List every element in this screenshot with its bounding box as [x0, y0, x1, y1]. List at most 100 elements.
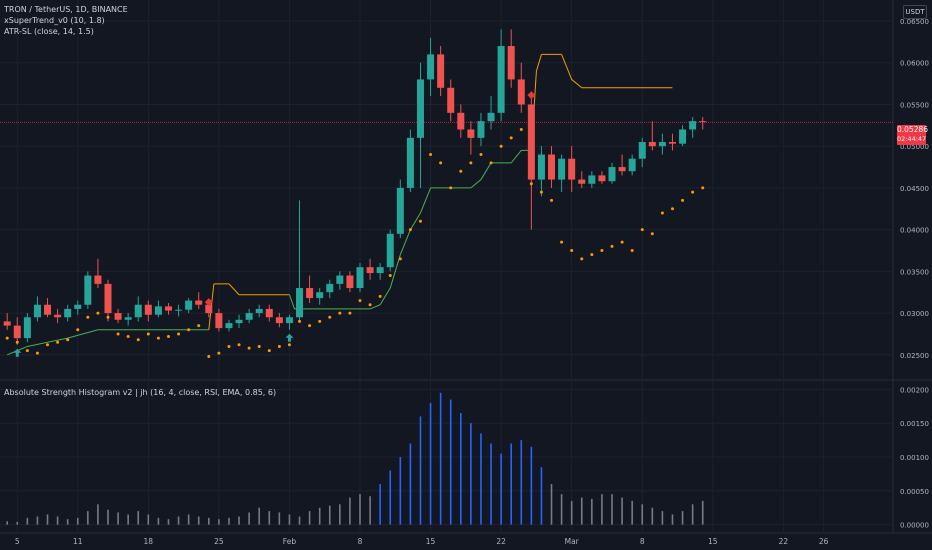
candle-body [527, 104, 535, 180]
candle-body [537, 154, 545, 180]
supertrend-segment [470, 179, 482, 189]
time-tick-label: 8 [358, 537, 363, 546]
atr-stop-dot [136, 338, 140, 342]
candle-body [437, 54, 445, 88]
candle [588, 171, 596, 188]
candle-body [588, 175, 596, 184]
price-tick-label: 0.02500 [900, 352, 929, 360]
candle [437, 46, 445, 97]
atr-stop-dot [237, 343, 241, 347]
candle-body [13, 325, 21, 339]
candle [447, 79, 455, 122]
candle [679, 125, 687, 147]
candle [185, 298, 193, 314]
candle-body [185, 300, 193, 310]
candle [527, 96, 535, 230]
supertrend-segment [17, 346, 28, 352]
atr-stop-dot [418, 219, 422, 223]
atr-stop-dot [368, 303, 372, 307]
candle [235, 314, 243, 329]
time-tick-label: Mar [565, 537, 580, 546]
atr-stop-dot [439, 161, 443, 165]
candle [689, 116, 697, 138]
candle-body [668, 142, 676, 144]
atr-stop-dot [46, 343, 50, 347]
currency-unit-badge[interactable]: USDT [903, 5, 927, 19]
candle [285, 314, 293, 330]
candle [265, 304, 273, 322]
candle-body [326, 283, 334, 293]
atr-stop-dot [590, 253, 594, 257]
candle [396, 179, 404, 238]
candle-body [134, 304, 142, 318]
atr-stop-dot [267, 349, 271, 353]
atr-stop-dot [620, 240, 624, 244]
candle [618, 154, 626, 176]
candle-body [568, 158, 576, 180]
atr-stop-dot [5, 336, 9, 340]
candle [336, 271, 344, 290]
candle [578, 171, 586, 188]
candle [114, 308, 122, 324]
candle-body [285, 317, 293, 324]
osc-tick-label: 0.00150 [900, 420, 929, 428]
atr-stop-dot [459, 169, 463, 173]
oscillator-legend[interactable]: Absolute Strength Histogram v2 | jh (16,… [4, 388, 277, 397]
candle [457, 104, 465, 138]
supertrend-legend[interactable]: xSuperTrend_v0 (10, 1.8) [4, 16, 105, 25]
atr-stop-dot [156, 336, 160, 340]
candle-body [245, 313, 253, 320]
symbol-title[interactable]: TRON / TetherUS, 1D, BINANCE [4, 5, 128, 14]
candle [296, 200, 304, 322]
atr-stop-dot [308, 324, 312, 328]
candle [356, 263, 364, 293]
atr-sl-legend[interactable]: ATR-SL (close, 14, 1.5) [4, 27, 94, 36]
candle-body [376, 267, 384, 274]
atr-stop-dot [166, 334, 170, 338]
sell-signal-marker [204, 298, 213, 307]
time-tick-label: 26 [819, 537, 829, 546]
candle-body [265, 308, 273, 318]
supertrend-segment [420, 187, 432, 214]
candle [477, 112, 485, 147]
atr-stop-dot [479, 153, 483, 157]
supertrend-segment [535, 54, 542, 72]
candle [699, 116, 707, 130]
candle-body [44, 304, 52, 315]
supertrend-segment [399, 229, 411, 255]
atr-stop-dot [106, 315, 110, 319]
atr-stop-dot [348, 311, 352, 315]
candle [44, 298, 52, 318]
atr-stop-dot [701, 186, 705, 190]
candle-body [618, 167, 626, 172]
supertrend-segment [379, 287, 391, 305]
atr-stop-dot [429, 153, 433, 157]
candle-body [467, 129, 475, 138]
supertrend-segment [571, 79, 583, 89]
candle-body [386, 233, 394, 268]
atr-stop-dot [96, 311, 100, 315]
atr-stop-dot [287, 343, 291, 347]
atr-stop-dot [56, 340, 60, 344]
candle-body [447, 87, 455, 113]
price-tick-label: 0.04500 [900, 185, 929, 193]
atr-stop-dot [398, 257, 402, 261]
atr-stop-dot [408, 228, 412, 232]
sell-signal-marker [527, 91, 536, 100]
atr-stop-dot [86, 315, 90, 319]
supertrend-segment [67, 329, 99, 339]
supertrend-segment [369, 304, 381, 310]
candle [628, 154, 636, 176]
atr-stop-dot [126, 334, 130, 338]
candle-body [104, 283, 112, 314]
candle [568, 146, 576, 193]
candle [427, 37, 435, 97]
osc-tick-label: 0.00050 [900, 488, 929, 496]
atr-stop-dot [660, 211, 664, 215]
atr-stop-dot [76, 328, 80, 332]
candle [507, 29, 515, 88]
candle [598, 171, 606, 184]
candle-body [517, 79, 525, 105]
atr-stop-dot [257, 344, 261, 348]
atr-stop-dot [489, 161, 493, 165]
